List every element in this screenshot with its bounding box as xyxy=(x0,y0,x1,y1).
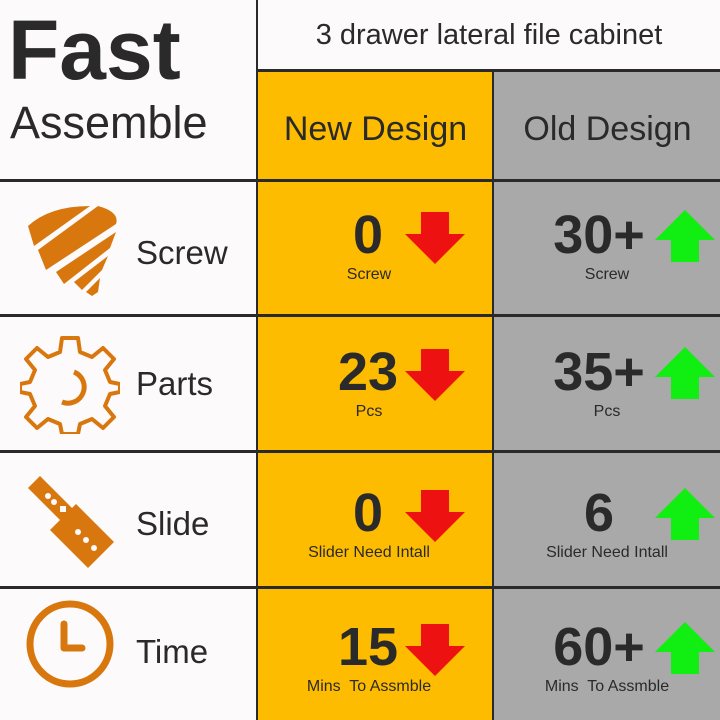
new-unit: Pcs xyxy=(355,403,383,420)
old-value: 6 xyxy=(583,483,615,543)
old-design-header: Old Design xyxy=(523,110,692,148)
headline-fast: Fast xyxy=(8,3,181,97)
new-unit: Mins To Assmble xyxy=(306,678,432,695)
up-arrow-icon xyxy=(655,622,715,679)
old-value: 35+ xyxy=(553,342,645,402)
old-value: 30+ xyxy=(553,205,645,265)
divider xyxy=(0,314,720,317)
row-label-parts: Parts xyxy=(136,365,214,402)
new-unit: Slider Need Intall xyxy=(308,544,430,561)
divider xyxy=(258,69,720,72)
divider xyxy=(0,450,720,453)
row-label-screw: Screw xyxy=(136,234,228,271)
down-arrow-icon xyxy=(405,349,465,406)
new-value: 23 xyxy=(337,342,399,402)
table-title: 3 drawer lateral file cabinet xyxy=(315,18,663,51)
old-unit: Screw xyxy=(584,266,630,283)
up-arrow-icon xyxy=(655,488,715,545)
down-arrow-icon xyxy=(405,624,465,681)
down-arrow-icon xyxy=(405,212,465,269)
up-arrow-icon xyxy=(655,210,715,267)
divider xyxy=(0,179,720,182)
row-label-slide: Slide xyxy=(136,505,210,542)
new-unit: Screw xyxy=(346,266,392,283)
new-value: 15 xyxy=(337,617,399,677)
divider xyxy=(492,70,494,720)
new-design-header: New Design xyxy=(283,110,468,148)
divider xyxy=(256,0,258,720)
gear-icon xyxy=(20,336,120,434)
old-unit: Mins To Assmble xyxy=(544,678,670,695)
screw-icon xyxy=(28,206,117,296)
clock-icon xyxy=(26,600,114,688)
old-value: 60+ xyxy=(553,617,645,677)
slide-rail-icon xyxy=(28,476,114,568)
new-value: 0 xyxy=(352,205,384,265)
up-arrow-icon xyxy=(655,347,715,404)
old-unit: Slider Need Intall xyxy=(546,544,668,561)
divider xyxy=(0,586,720,589)
down-arrow-icon xyxy=(405,490,465,547)
old-unit: Pcs xyxy=(593,403,621,420)
headline-assemble: Assemble xyxy=(10,97,208,148)
row-label-time: Time xyxy=(136,633,209,670)
new-design-column xyxy=(258,70,493,720)
new-value: 0 xyxy=(352,483,384,543)
